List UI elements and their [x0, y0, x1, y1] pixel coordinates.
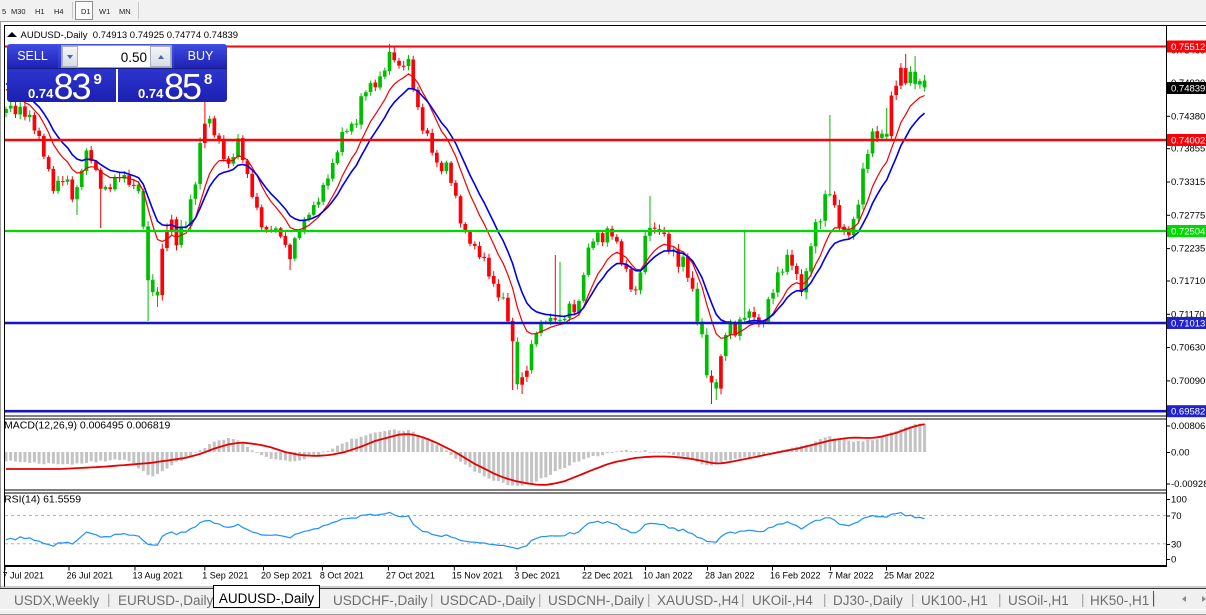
svg-text:25 Mar 2022: 25 Mar 2022 [884, 571, 935, 581]
svg-text:3 Dec 2021: 3 Dec 2021 [514, 571, 560, 581]
svg-text:15 Nov 2021: 15 Nov 2021 [452, 571, 503, 581]
svg-text:22 Dec 2021: 22 Dec 2021 [582, 571, 633, 581]
svg-text:26 Jul 2021: 26 Jul 2021 [67, 571, 114, 581]
svg-text:7 Mar 2022: 7 Mar 2022 [828, 571, 874, 581]
svg-text:0.71170: 0.71170 [1171, 309, 1205, 320]
svg-text:0.75512: 0.75512 [1171, 42, 1205, 53]
svg-text:0.70090: 0.70090 [1171, 376, 1205, 387]
svg-text:0.74839: 0.74839 [1171, 84, 1205, 95]
svg-text:0.72235: 0.72235 [1171, 244, 1205, 255]
svg-text:0.73315: 0.73315 [1171, 177, 1205, 188]
svg-text:20 Sep 2021: 20 Sep 2021 [261, 571, 312, 581]
svg-text:0.70630: 0.70630 [1171, 343, 1205, 354]
svg-text:100: 100 [1171, 495, 1187, 506]
svg-text:0.008061: 0.008061 [1171, 421, 1206, 432]
svg-text:1 Sep 2021: 1 Sep 2021 [202, 571, 248, 581]
svg-text:28 Jan 2022: 28 Jan 2022 [705, 571, 755, 581]
svg-text:10 Jan 2022: 10 Jan 2022 [643, 571, 693, 581]
svg-text:0: 0 [1171, 555, 1176, 566]
svg-text:27 Oct 2021: 27 Oct 2021 [386, 571, 435, 581]
svg-text:0.71710: 0.71710 [1171, 276, 1205, 287]
svg-text:0.72504: 0.72504 [1171, 227, 1205, 238]
svg-text:0.74002: 0.74002 [1171, 136, 1205, 147]
svg-text:16 Feb 2022: 16 Feb 2022 [770, 571, 821, 581]
svg-text:13 Aug 2021: 13 Aug 2021 [133, 571, 184, 581]
svg-text:30: 30 [1171, 540, 1182, 551]
svg-text:0.69582: 0.69582 [1171, 407, 1205, 418]
svg-text:70: 70 [1171, 511, 1182, 522]
svg-text:-0.00928: -0.00928 [1171, 479, 1206, 490]
svg-text:0.00: 0.00 [1171, 448, 1190, 459]
svg-text:8 Oct 2021: 8 Oct 2021 [320, 571, 364, 581]
svg-text:0.74380: 0.74380 [1171, 111, 1205, 122]
svg-text:0.72775: 0.72775 [1171, 210, 1205, 221]
svg-text:7 Jul 2021: 7 Jul 2021 [3, 571, 45, 581]
svg-text:0.73855: 0.73855 [1171, 144, 1205, 155]
svg-text:0.71013: 0.71013 [1171, 319, 1205, 330]
svg-text:RSI(14) 61.5559: RSI(14) 61.5559 [4, 494, 81, 506]
svg-text:MACD(12,26,9) 0.006495 0.00681: MACD(12,26,9) 0.006495 0.006819 [4, 420, 171, 432]
